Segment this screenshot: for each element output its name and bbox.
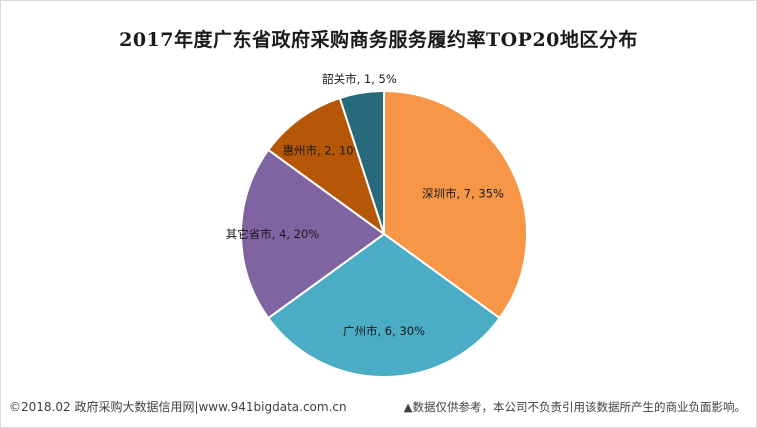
footer-copyright: ©2018.02 政府采购大数据信用网|www.941bigdata.com.c… <box>9 400 347 414</box>
pie-slice-2 <box>266 232 502 378</box>
footer-disclaimer: ▲数据仅供参考，本公司不负责引用该数据所产生的商业负面影响。 <box>403 400 746 414</box>
pie-slice-label-5: 韶关市, 1, 5% <box>322 72 397 86</box>
chart-title: 2017年度广东省政府采购商务服务履约率TOP20地区分布 <box>119 29 638 51</box>
pie-slice-label-4: 惠州市, 2, 10% <box>282 144 364 158</box>
pie-slice-1 <box>383 89 528 320</box>
pie-slice-5 <box>338 89 385 235</box>
pie-slice-3 <box>240 148 386 320</box>
pie-slice-4 <box>266 96 386 237</box>
pie-slice-label-1: 深圳市, 7, 35% <box>422 187 504 201</box>
pie-slice-label-2: 广州市, 6, 30% <box>343 324 425 338</box>
pie-slice-label-3: 其它省市, 4, 20% <box>226 227 320 241</box>
